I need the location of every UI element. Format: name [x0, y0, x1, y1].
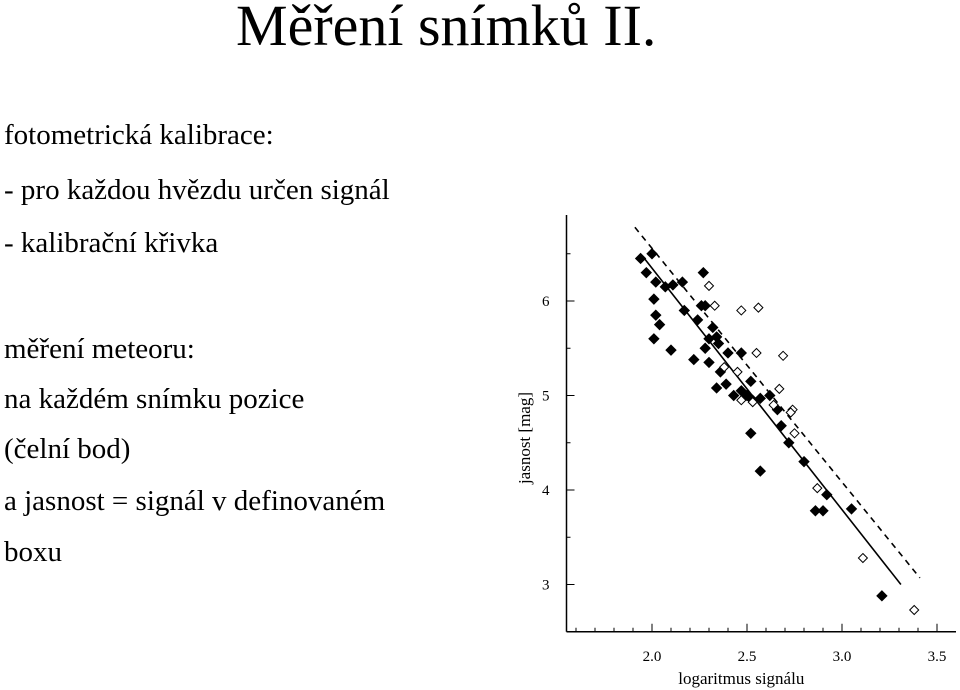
x-axis-label: logaritmus signálu	[678, 669, 805, 688]
open-diamond-point	[703, 280, 715, 292]
y-tick-label: 5	[542, 389, 550, 405]
filled-diamond-point	[678, 304, 691, 317]
filled-diamond-point	[775, 420, 787, 432]
filled-diamond-point	[650, 276, 662, 288]
filled-diamond-point	[821, 489, 833, 501]
open-diamond-point	[751, 347, 762, 359]
filled-diamond-point	[745, 375, 757, 388]
filled-diamond-point	[688, 353, 700, 366]
open-diamond-point	[753, 302, 764, 313]
open-diamond-point	[736, 395, 747, 406]
filled-diamond-point	[845, 503, 858, 515]
text-line-fotometricka: fotometrická kalibrace:	[4, 119, 274, 151]
filled-diamond-point	[648, 293, 660, 305]
open-diamond-point	[812, 482, 823, 494]
filled-diamond-point	[634, 252, 647, 265]
filled-diamond-point	[727, 389, 740, 402]
filled-diamond-point	[667, 279, 679, 291]
open-diamond-point	[908, 604, 920, 616]
filled-diamond-point	[764, 389, 776, 402]
text-line-celni-bod: (čelní bod)	[4, 433, 131, 465]
open-diamond-point	[789, 428, 800, 439]
filled-diamond-point	[798, 455, 810, 468]
filled-diamond-point	[640, 266, 653, 279]
y-tick-label: 3	[542, 578, 550, 594]
filled-diamond-point	[648, 333, 660, 345]
filled-diamond-point	[676, 276, 689, 288]
filled-diamond-point	[735, 347, 748, 359]
filled-diamond-point	[720, 378, 732, 390]
open-diamond-point	[736, 305, 747, 316]
open-diamond-point	[718, 361, 730, 373]
filled-diamond-point	[817, 505, 829, 517]
x-tick-label: 2.0	[643, 649, 662, 665]
x-tick-label: 2.5	[738, 649, 757, 665]
filled-diamond-point	[754, 392, 767, 405]
filled-diamond-point	[722, 347, 734, 359]
open-diamond-point	[768, 399, 779, 411]
filled-diamond-point	[745, 427, 757, 440]
y-axis-label: jasnost [mag]	[515, 392, 534, 485]
filled-diamond-point	[783, 437, 795, 449]
filled-diamond-point	[707, 321, 719, 334]
open-diamond-point	[747, 396, 758, 408]
text-line-pozice: na každém snímku pozice	[4, 383, 305, 415]
filled-diamond-point	[710, 382, 723, 394]
filled-diamond-point	[691, 314, 704, 326]
x-tick-label: 3.0	[833, 649, 852, 665]
open-diamond-point	[709, 300, 720, 311]
y-tick-label: 4	[542, 483, 550, 499]
text-line-boxu: boxu	[4, 536, 62, 568]
filled-diamond-point	[712, 337, 725, 350]
open-diamond-point	[777, 350, 789, 362]
calibration-chart: 2.0 2.5 3.0 3.5 6 5 4 3 logaritmus signálu jasnos…	[515, 215, 956, 688]
text-line-krivka: - kalibrační křivka	[4, 227, 219, 259]
y-tick-label: 6	[542, 294, 550, 310]
filled-diamond-point	[646, 248, 658, 260]
open-diamond-point	[732, 366, 743, 378]
filled-diamond-point	[876, 590, 888, 602]
filled-diamond-point	[703, 356, 715, 369]
x-tick-label: 3.5	[928, 649, 947, 665]
filled-diamond-point	[754, 465, 767, 477]
filled-diamond-point	[699, 342, 711, 354]
filled-diamond-point	[699, 300, 711, 312]
text-line-jasnost: a jasnost = signál v definovaném	[4, 485, 386, 517]
filled-diamond-point	[665, 344, 677, 356]
open-diamond-point	[785, 407, 796, 418]
filled-diamond-point	[653, 318, 666, 331]
text-line-mereni-meteoru: měření meteoru:	[4, 333, 195, 365]
open-diamond-point	[857, 552, 869, 564]
open-diamond-point	[774, 383, 785, 395]
filled-diamond-point	[809, 505, 822, 517]
text-line-signal: - pro každou hvězdu určen signál	[4, 174, 390, 206]
filled-diamond-point	[697, 266, 710, 279]
dashed-fit-line	[634, 226, 921, 579]
slide-title: Měření snímků II.	[236, 0, 657, 58]
filled-diamond-point	[650, 309, 662, 321]
